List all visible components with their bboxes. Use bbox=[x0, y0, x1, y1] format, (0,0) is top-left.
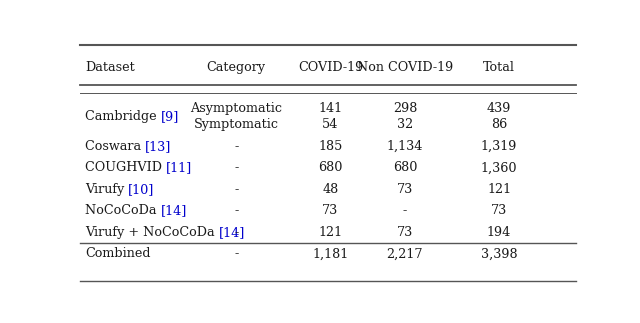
Text: 121: 121 bbox=[487, 183, 511, 196]
Text: -: - bbox=[234, 162, 238, 174]
Text: 121: 121 bbox=[319, 226, 342, 239]
Text: 73: 73 bbox=[323, 204, 339, 217]
Text: 1,360: 1,360 bbox=[481, 162, 517, 174]
Text: 1,181: 1,181 bbox=[312, 247, 349, 260]
Text: 32: 32 bbox=[397, 119, 413, 131]
Text: [9]: [9] bbox=[161, 110, 179, 123]
Text: Non COVID-19: Non COVID-19 bbox=[356, 61, 453, 74]
Text: 194: 194 bbox=[487, 226, 511, 239]
Text: Total: Total bbox=[483, 61, 515, 74]
Text: 680: 680 bbox=[393, 162, 417, 174]
Text: Dataset: Dataset bbox=[85, 61, 134, 74]
Text: [14]: [14] bbox=[219, 226, 245, 239]
Text: 3,398: 3,398 bbox=[481, 247, 517, 260]
Text: 1,134: 1,134 bbox=[387, 140, 423, 153]
Text: 73: 73 bbox=[397, 183, 413, 196]
Text: Virufy: Virufy bbox=[85, 183, 129, 196]
Text: 2,217: 2,217 bbox=[387, 247, 423, 260]
Text: -: - bbox=[234, 247, 238, 260]
Text: 73: 73 bbox=[397, 226, 413, 239]
Text: [11]: [11] bbox=[166, 162, 192, 174]
Text: NoCoCoDa: NoCoCoDa bbox=[85, 204, 161, 217]
Text: 298: 298 bbox=[393, 102, 417, 115]
Text: 54: 54 bbox=[323, 119, 339, 131]
Text: Coswara: Coswara bbox=[85, 140, 145, 153]
Text: -: - bbox=[234, 226, 238, 239]
Text: 141: 141 bbox=[319, 102, 342, 115]
Text: Category: Category bbox=[207, 61, 266, 74]
Text: 86: 86 bbox=[491, 119, 508, 131]
Text: Combined: Combined bbox=[85, 247, 150, 260]
Text: -: - bbox=[234, 183, 238, 196]
Text: [14]: [14] bbox=[161, 204, 187, 217]
Text: -: - bbox=[403, 204, 407, 217]
Text: 73: 73 bbox=[491, 204, 508, 217]
Text: Asymptomatic: Asymptomatic bbox=[190, 102, 282, 115]
Text: COVID-19: COVID-19 bbox=[298, 61, 363, 74]
Text: 185: 185 bbox=[318, 140, 342, 153]
Text: -: - bbox=[234, 140, 238, 153]
Text: 439: 439 bbox=[487, 102, 511, 115]
Text: Virufy + NoCoCoDa: Virufy + NoCoCoDa bbox=[85, 226, 219, 239]
Text: COUGHVID: COUGHVID bbox=[85, 162, 166, 174]
Text: [10]: [10] bbox=[129, 183, 155, 196]
Text: 48: 48 bbox=[323, 183, 339, 196]
Text: 1,319: 1,319 bbox=[481, 140, 517, 153]
Text: Symptomatic: Symptomatic bbox=[194, 119, 279, 131]
Text: 680: 680 bbox=[318, 162, 342, 174]
Text: Cambridge: Cambridge bbox=[85, 110, 161, 123]
Text: [13]: [13] bbox=[145, 140, 172, 153]
Text: -: - bbox=[234, 204, 238, 217]
